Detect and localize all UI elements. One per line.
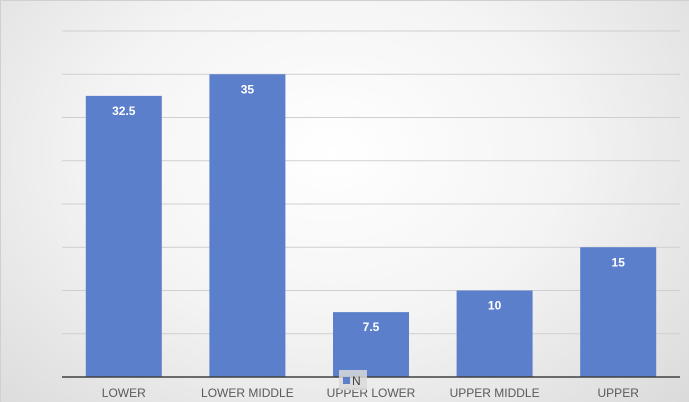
data-label: 7.5: [363, 320, 380, 334]
legend-swatch: [343, 377, 350, 384]
gridlines: [62, 30, 680, 335]
x-tick-label: LOWER MIDDLE: [201, 386, 294, 400]
bar: [580, 247, 657, 377]
bar: [85, 95, 162, 377]
data-label: 35: [241, 82, 255, 96]
bar: [333, 312, 409, 377]
data-labels: 32.5 35 7.5 10 15: [112, 82, 625, 334]
x-tick-labels: LOWER LOWER MIDDLE UPPER LOWER UPPER MIDDLE…: [102, 386, 639, 400]
bars: [85, 74, 657, 377]
legend-label: N: [352, 374, 361, 388]
bar: [209, 74, 286, 377]
data-label: 10: [488, 299, 502, 313]
legend: N: [339, 370, 367, 390]
x-tick-label: LOWER: [102, 386, 146, 400]
bar: [456, 290, 533, 377]
data-label: 15: [612, 255, 626, 269]
x-tick-label: UPPER MIDDLE: [450, 386, 540, 400]
data-label: 32.5: [112, 104, 136, 118]
legend-background: [339, 370, 367, 390]
x-tick-label: UPPER: [598, 386, 640, 400]
